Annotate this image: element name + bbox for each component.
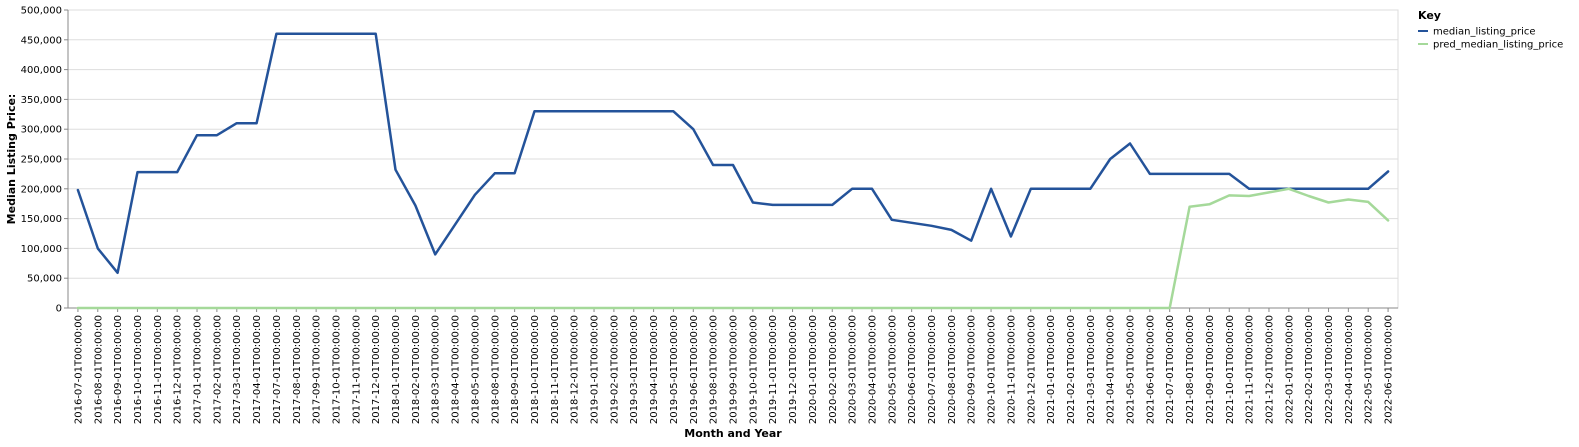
legend: Key median_listing_price pred_median_list…: [1418, 9, 1563, 51]
x-tick-label: 2019-09-01T00:00:00: [729, 315, 740, 424]
x-tick-label: 2022-04-01T00:00:00: [1344, 315, 1355, 424]
y-axis-title: Median Listing Price:: [5, 94, 18, 225]
x-tick-label: 2018-03-01T00:00:00: [431, 315, 442, 424]
x-tick-label: 2021-04-01T00:00:00: [1106, 315, 1117, 424]
x-tick-label: 2017-04-01T00:00:00: [252, 315, 263, 424]
x-tick-label: 2018-09-01T00:00:00: [510, 315, 521, 424]
series-line-pred-median-listing-price: [76, 187, 1390, 310]
x-tick-label: 2018-05-01T00:00:00: [470, 315, 481, 424]
x-tick-label: 2017-03-01T00:00:00: [232, 315, 243, 424]
x-tick-label: 2016-08-01T00:00:00: [93, 315, 104, 424]
x-tick-label: 2020-12-01T00:00:00: [1026, 315, 1037, 424]
y-tick-label: 400,000: [21, 65, 62, 76]
x-tick-label: 2019-02-01T00:00:00: [609, 315, 620, 424]
x-tick-label: 2018-04-01T00:00:00: [451, 315, 462, 424]
x-tick-label: 2016-09-01T00:00:00: [113, 315, 124, 424]
y-tick-label: 200,000: [21, 184, 62, 195]
x-tick-label: 2017-08-01T00:00:00: [292, 315, 303, 424]
x-tick-label: 2022-01-01T00:00:00: [1284, 315, 1295, 424]
y-tick-label: 350,000: [21, 95, 62, 106]
legend-label: median_listing_price: [1433, 27, 1536, 38]
x-tick-label: 2020-09-01T00:00:00: [967, 315, 978, 424]
x-tick-label: 2021-03-01T00:00:00: [1086, 315, 1097, 424]
x-tick-label: 2019-04-01T00:00:00: [649, 315, 660, 424]
x-tick-label: 2022-03-01T00:00:00: [1324, 315, 1335, 424]
x-tick-label: 2020-02-01T00:00:00: [828, 315, 839, 424]
x-tick-label: 2020-06-01T00:00:00: [907, 315, 918, 424]
x-tick-label: 2019-08-01T00:00:00: [709, 315, 720, 424]
y-tick-label: 300,000: [21, 125, 62, 136]
x-tick-label: 2018-02-01T00:00:00: [411, 315, 422, 424]
x-tick-label: 2016-07-01T00:00:00: [73, 315, 84, 424]
x-tick-label: 2020-07-01T00:00:00: [927, 315, 938, 424]
legend-label: pred_median_listing_price: [1433, 40, 1563, 51]
x-tick-label: 2021-12-01T00:00:00: [1264, 315, 1275, 424]
x-tick-label: 2020-01-01T00:00:00: [808, 315, 819, 424]
x-tick-label: 2021-10-01T00:00:00: [1225, 315, 1236, 424]
x-tick-label: 2019-01-01T00:00:00: [590, 315, 601, 424]
x-tick-label: 2019-05-01T00:00:00: [669, 315, 680, 424]
x-tick-label: 2021-02-01T00:00:00: [1066, 315, 1077, 424]
y-axis: 0 50,000 100,000 150,000 200,000 250,000 300,0…: [21, 6, 69, 315]
x-tick-label: 2019-03-01T00:00:00: [629, 315, 640, 424]
x-tick-label: 2020-11-01T00:00:00: [1006, 315, 1017, 424]
x-tick-label: 2019-06-01T00:00:00: [689, 315, 700, 424]
x-tick-label: 2021-01-01T00:00:00: [1046, 315, 1057, 424]
y-tick-label: 250,000: [21, 155, 62, 166]
x-tick-label: 2019-12-01T00:00:00: [788, 315, 799, 424]
y-tick-label: 150,000: [21, 214, 62, 225]
x-tick-label: 2019-10-01T00:00:00: [748, 315, 759, 424]
x-tick-label: 2016-10-01T00:00:00: [133, 315, 144, 424]
x-tick-label: 2016-12-01T00:00:00: [173, 315, 184, 424]
x-tick-label: 2018-10-01T00:00:00: [530, 315, 541, 424]
x-tick-label: 2018-01-01T00:00:00: [391, 315, 402, 424]
x-tick-label: 2021-11-01T00:00:00: [1245, 315, 1256, 424]
x-tick-label: 2021-06-01T00:00:00: [1145, 315, 1156, 424]
x-tick-label: 2017-01-01T00:00:00: [193, 315, 204, 424]
y-tick-label: 0: [56, 304, 62, 315]
x-tick-label: 2022-02-01T00:00:00: [1304, 315, 1315, 424]
x-tick-label: 2018-08-01T00:00:00: [490, 315, 501, 424]
x-axis: 2016-07-01T00:00:00 2016-08-01T00:00:00 20…: [68, 307, 1398, 424]
x-tick-label: 2020-04-01T00:00:00: [867, 315, 878, 424]
y-tick-label: 500,000: [21, 6, 62, 17]
x-tick-label: 2021-05-01T00:00:00: [1126, 315, 1137, 424]
x-tick-label: 2022-06-01T00:00:00: [1384, 315, 1395, 424]
series-line-median-listing-price: [76, 32, 1390, 275]
x-tick-label: 2019-11-01T00:00:00: [768, 315, 779, 424]
y-tick-label: 50,000: [27, 274, 62, 285]
x-tick-label: 2017-07-01T00:00:00: [272, 315, 283, 424]
x-tick-label: 2021-08-01T00:00:00: [1185, 315, 1196, 424]
x-tick-label: 2021-09-01T00:00:00: [1205, 315, 1216, 424]
x-tick-label: 2017-09-01T00:00:00: [312, 315, 323, 424]
legend-title: Key: [1418, 9, 1441, 22]
x-axis-title: Month and Year: [684, 427, 782, 440]
x-tick-label: 2018-12-01T00:00:00: [570, 315, 581, 424]
x-tick-label: 2020-05-01T00:00:00: [887, 315, 898, 424]
x-tick-label: 2017-12-01T00:00:00: [371, 315, 382, 424]
x-tick-label: 2020-08-01T00:00:00: [947, 315, 958, 424]
x-tick-label: 2018-11-01T00:00:00: [550, 315, 561, 424]
x-tick-label: 2021-07-01T00:00:00: [1165, 315, 1176, 424]
x-tick-label: 2017-02-01T00:00:00: [212, 315, 223, 424]
x-tick-label: 2017-11-01T00:00:00: [351, 315, 362, 424]
x-tick-label: 2016-11-01T00:00:00: [153, 315, 164, 424]
x-tick-label: 2020-10-01T00:00:00: [987, 315, 998, 424]
y-tick-label: 100,000: [21, 244, 62, 255]
y-tick-label: 450,000: [21, 35, 62, 46]
x-tick-label: 2020-03-01T00:00:00: [848, 315, 859, 424]
gridlines: [67, 9, 1399, 309]
x-tick-label: 2017-10-01T00:00:00: [331, 315, 342, 424]
x-tick-label: 2022-05-01T00:00:00: [1364, 315, 1375, 424]
series-lines: [76, 32, 1390, 310]
